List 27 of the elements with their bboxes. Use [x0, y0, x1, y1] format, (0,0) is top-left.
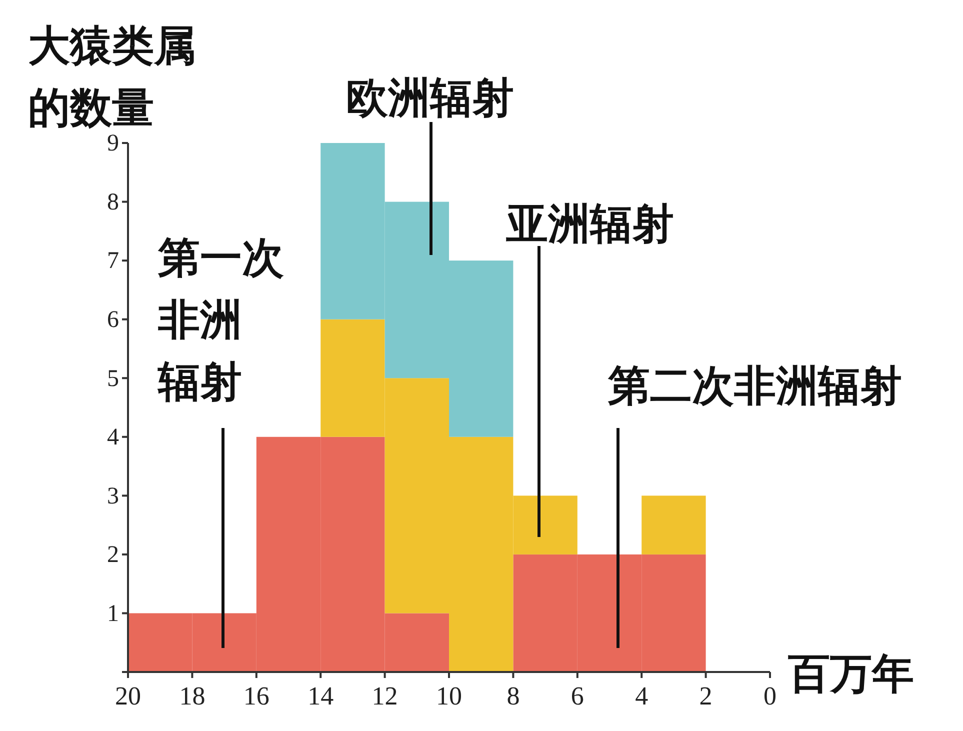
y-tick-label: 6 — [107, 307, 119, 334]
x-tick-label: 20 — [115, 681, 141, 710]
x-tick-label: 4 — [635, 681, 648, 710]
x-tick-label: 6 — [570, 681, 584, 710]
y-tick-label: 7 — [107, 248, 119, 274]
y-tick-label: 8 — [107, 189, 119, 216]
x-tick-label: 2 — [699, 681, 712, 710]
x-tick-label: 10 — [436, 681, 462, 710]
y-tick-label: 1 — [107, 600, 119, 627]
x-tick-label: 0 — [764, 681, 776, 710]
y-tick-label: 4 — [107, 424, 119, 451]
y-tick-label: 3 — [107, 483, 119, 510]
text: 欧洲辐射 — [346, 73, 514, 122]
annotation: 亚洲辐射 — [505, 199, 674, 248]
y-tick-label: 2 — [107, 542, 119, 568]
x-tick-label: 12 — [372, 681, 398, 710]
x-tick-label: 18 — [179, 681, 206, 710]
x-axis-title: 百万年 — [787, 649, 914, 698]
x-tick-label: 16 — [243, 681, 270, 710]
y-tick-label: 5 — [107, 366, 119, 392]
bar — [642, 496, 706, 554]
x-tick-label: 8 — [506, 681, 520, 710]
annotation: 第二次非洲辐射 — [607, 361, 902, 410]
x-tick-label: 14 — [308, 681, 334, 710]
y-tick-label: 9 — [107, 130, 119, 157]
y-axis-title: 大猿类属的数量 — [28, 21, 196, 132]
annotation: 第一次非洲辐射 — [157, 233, 284, 406]
